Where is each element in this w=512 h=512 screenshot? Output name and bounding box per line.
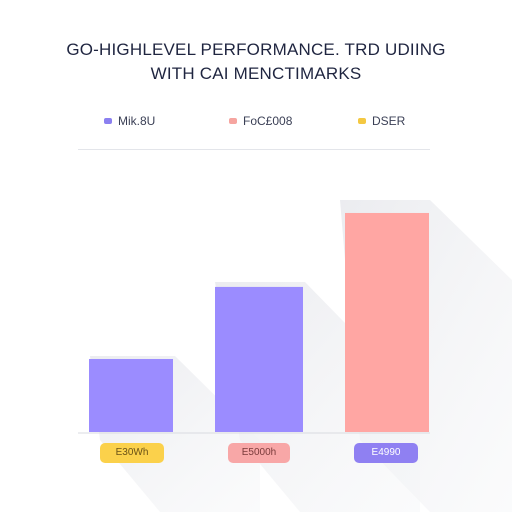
- chart-title-line-1: GO-HIGHLEVEL PERFORMANCE. TRD UDIING: [66, 40, 446, 59]
- legend-item-1: Mik.8U: [104, 114, 155, 128]
- bar-3: [345, 212, 429, 432]
- legend-divider: [78, 149, 430, 150]
- chart-title-line-2: WITH CAI MENCTIMARKS: [150, 64, 362, 83]
- category-label-3: E4990: [354, 443, 418, 463]
- category-label-2: E5000h: [228, 443, 290, 463]
- legend-swatch-icon: [358, 118, 366, 124]
- category-label-1: E30Wh: [100, 443, 164, 463]
- legend-swatch-icon: [104, 118, 112, 124]
- bar-2: [215, 286, 303, 432]
- legend-label: FoC£008: [243, 114, 293, 128]
- legend-item-2: FoC£008: [229, 114, 292, 128]
- bar-1: [89, 358, 173, 432]
- legend-label: DSER: [372, 114, 406, 128]
- chart-legend: Mik.8U FoC£008 DSER: [0, 114, 512, 134]
- legend-swatch-icon: [229, 118, 237, 124]
- legend-label: Mik.8U: [118, 114, 156, 128]
- legend-item-3: DSER: [358, 114, 405, 128]
